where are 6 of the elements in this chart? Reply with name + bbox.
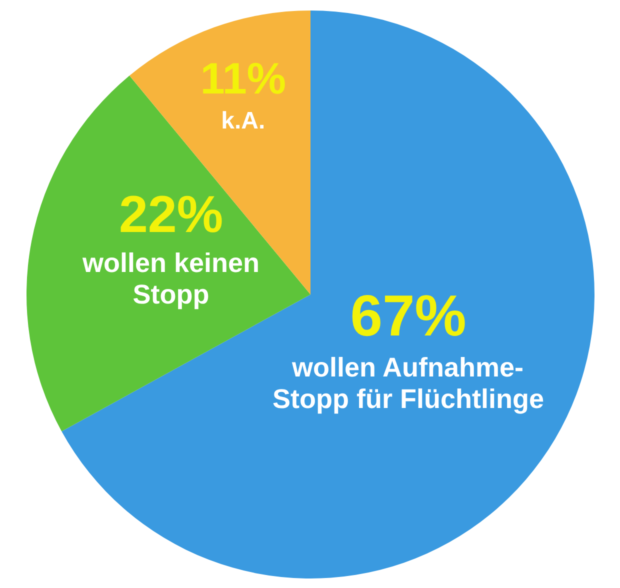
data-label: 22% [118, 186, 224, 244]
data-label: 67% [350, 283, 466, 348]
slice-label: k.A. [221, 107, 266, 134]
slice-label: wollen Aufnahme- Stopp für Flüchtlinge [272, 352, 544, 414]
slice-label: wollen keinen Stopp [81, 248, 260, 310]
data-label: 11% [200, 54, 286, 104]
